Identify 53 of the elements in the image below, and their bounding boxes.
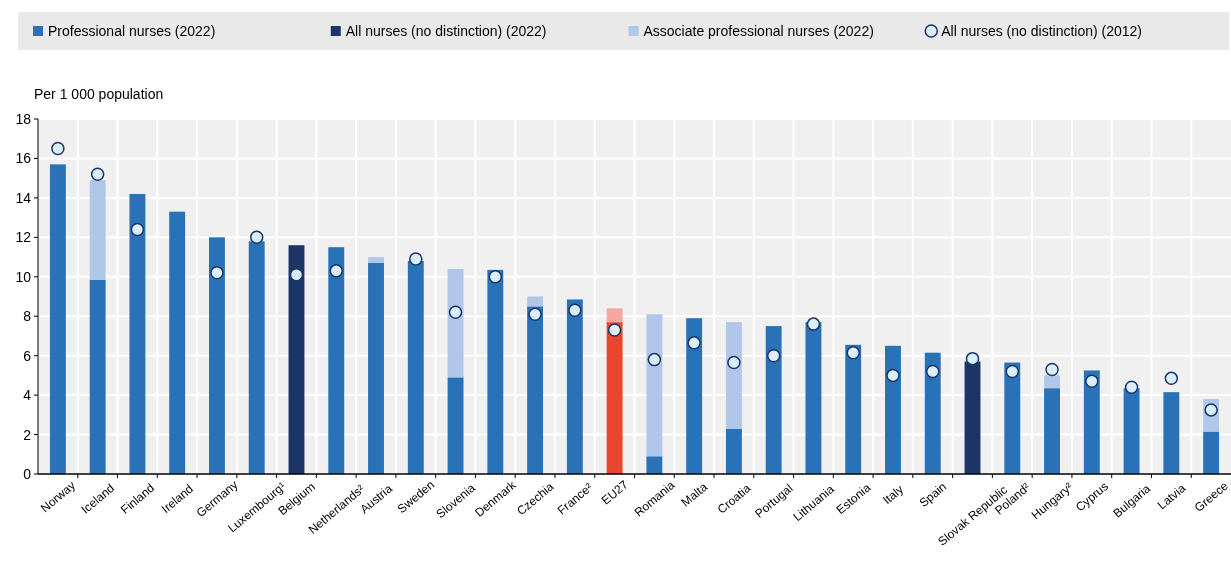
bar — [646, 456, 663, 474]
bar — [1163, 392, 1180, 474]
bar — [49, 164, 66, 474]
y-tick-label: 4 — [23, 387, 32, 404]
bar — [845, 344, 862, 474]
y-tick-label: 18 — [15, 111, 32, 127]
bar — [1004, 362, 1021, 474]
legend-label: All nurses (no distinction) (2022) — [345, 23, 547, 39]
y-tick-label: 0 — [23, 466, 32, 482]
bar — [328, 247, 345, 474]
y-tick-label: 6 — [23, 347, 32, 364]
bar — [527, 306, 544, 474]
bar — [1203, 431, 1220, 474]
bar — [566, 299, 583, 474]
legend-label: Professional nurses (2022) — [48, 23, 216, 39]
bar — [89, 180, 106, 280]
bar — [527, 296, 544, 307]
bar — [368, 262, 384, 474]
bar — [606, 308, 623, 323]
bar — [646, 314, 663, 457]
y-tick-label: 12 — [15, 229, 32, 246]
y-axis-title: Per 1 000 population — [34, 86, 164, 102]
legend-label: Associate professional nurses (2022) — [643, 23, 874, 39]
bar — [89, 279, 106, 474]
bar — [447, 377, 464, 474]
bar — [805, 322, 822, 474]
bar — [686, 318, 703, 474]
bar — [169, 211, 186, 474]
bar — [1044, 388, 1061, 474]
bar — [725, 428, 742, 474]
bar — [209, 237, 225, 474]
bar — [1123, 388, 1140, 474]
bar — [1083, 370, 1100, 474]
y-tick-label: 8 — [23, 308, 32, 325]
bar — [288, 245, 305, 474]
bar — [447, 268, 464, 378]
y-tick-label: 2 — [23, 426, 32, 443]
bar — [725, 322, 742, 429]
y-tick-label: 14 — [15, 189, 32, 206]
y-tick-label: 16 — [15, 150, 32, 167]
bar — [129, 193, 146, 474]
bar — [765, 326, 782, 474]
y-tick-label: 10 — [15, 268, 32, 285]
bar — [248, 241, 265, 474]
legend-label: All nurses (no distinction) (2012) — [941, 23, 1143, 39]
bar — [487, 269, 504, 474]
bar — [368, 257, 384, 263]
x-tick-label: Italy — [880, 482, 907, 508]
bar — [885, 345, 901, 474]
bar — [606, 322, 623, 474]
bar — [407, 261, 424, 474]
bar — [924, 352, 941, 474]
bar — [1044, 375, 1061, 389]
